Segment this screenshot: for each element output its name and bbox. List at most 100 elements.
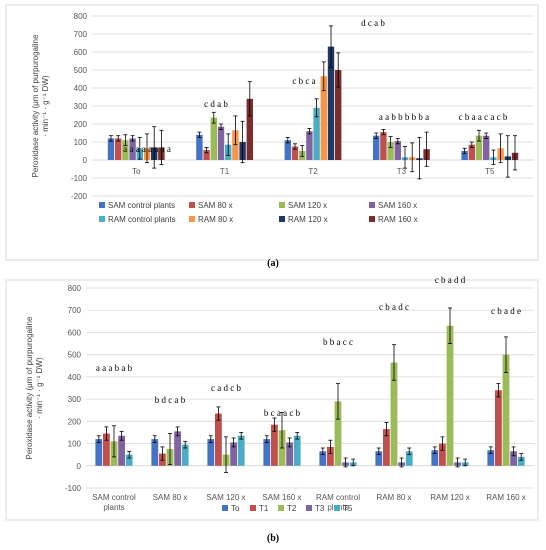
- bar: [375, 451, 383, 466]
- bar: [215, 413, 222, 466]
- bar: [383, 429, 390, 466]
- legend-label: T2: [287, 504, 297, 513]
- bar: [174, 431, 181, 466]
- bar: [103, 433, 110, 466]
- significance-letters: a a b b b b b a: [379, 112, 429, 122]
- significance-letters: b c a a c b: [264, 408, 301, 418]
- y-tick-label: 500: [68, 351, 82, 360]
- bar: [207, 439, 215, 466]
- bar: [232, 130, 239, 160]
- bar: [246, 98, 253, 160]
- y-tick-label: 0: [83, 156, 88, 165]
- legend-swatch: [279, 216, 285, 222]
- x-category-label: SAM control plants: [92, 493, 136, 512]
- significance-letters: d c a b: [361, 18, 385, 28]
- legend-swatch: [189, 216, 195, 222]
- legend-label: To: [231, 504, 240, 513]
- bar: [125, 454, 133, 466]
- chart-frame: [5, 279, 539, 521]
- legend-label: T1: [259, 504, 269, 513]
- x-category-label: T5: [485, 167, 495, 176]
- bar: [335, 70, 342, 160]
- y-tick-label: 200: [74, 120, 88, 129]
- legend-swatch: [306, 505, 312, 511]
- significance-letters: c b a d d: [435, 275, 466, 285]
- bar: [210, 117, 217, 160]
- x-category-label: RAM 160 x: [486, 493, 526, 502]
- x-category-label: RAM 120 x: [430, 493, 470, 502]
- y-tick-label: 200: [68, 417, 82, 426]
- bar: [517, 456, 525, 466]
- bar: [196, 134, 203, 160]
- peroxidase-chart-b: -100 0 100 200 300 400 500 600 700 800 Peroxidase …: [5, 275, 539, 544]
- y-tick-label: 300: [68, 395, 82, 404]
- significance-letters: c b a a c a c b: [459, 112, 508, 122]
- significance-letters: c d a b: [204, 99, 228, 109]
- significance-letters: c b c a: [292, 76, 315, 86]
- bar: [263, 439, 271, 466]
- significance-letters: c b a d c: [379, 302, 409, 312]
- bar: [495, 390, 502, 466]
- bar: [468, 144, 475, 160]
- y-tick-label: 800: [68, 284, 82, 293]
- bar: [237, 435, 245, 466]
- bar: [320, 76, 327, 160]
- panel-label: (a): [267, 258, 279, 269]
- legend-label: RAM 120 x: [288, 215, 328, 224]
- chart-frame: [5, 4, 539, 261]
- bar: [334, 401, 342, 466]
- significance-letters: b d c a b: [155, 395, 186, 405]
- bar: [431, 450, 439, 466]
- legend-swatch: [99, 216, 105, 222]
- significance-letters: c b a d e: [491, 306, 521, 316]
- legend-swatch: [369, 202, 375, 208]
- legend-label: SAM 80 x: [198, 201, 233, 210]
- bar: [390, 362, 398, 466]
- legend-swatch: [189, 202, 195, 208]
- y-tick-label: 400: [74, 84, 88, 93]
- y-tick-label: 0: [77, 462, 82, 471]
- bar: [107, 138, 115, 160]
- y-axis-title: Peroxidase activity (μm of purpurogaline: [25, 316, 34, 459]
- x-category-label: SAM 160 x: [262, 493, 301, 502]
- legend-swatch: [279, 202, 285, 208]
- y-tick-label: 700: [68, 306, 82, 315]
- bar: [327, 446, 334, 466]
- y-tick-label: 100: [74, 138, 88, 147]
- significance-letters: a a a b a b: [96, 363, 133, 373]
- y-tick-label: 400: [68, 373, 82, 382]
- legend-label: SAM control plants: [108, 201, 175, 210]
- x-category-label: To: [132, 167, 141, 176]
- y-tick-label: -100: [65, 484, 82, 493]
- bar: [502, 354, 510, 466]
- bar: [284, 140, 291, 160]
- y-axis-title: · min⁻¹ · g⁻¹ DW): [35, 357, 44, 419]
- bar: [373, 135, 380, 160]
- bar: [291, 146, 299, 160]
- significance-letters: b b a c c: [323, 337, 353, 347]
- bar: [217, 126, 225, 160]
- bar: [181, 444, 189, 466]
- bar: [475, 135, 483, 160]
- legend-swatch: [278, 505, 284, 511]
- x-category-label: T2: [308, 167, 318, 176]
- bar: [129, 138, 136, 160]
- legend-label: SAM 120 x: [288, 201, 327, 210]
- bar: [319, 451, 327, 466]
- significance-letters: a a a a a a a a: [123, 144, 171, 154]
- bar: [151, 439, 159, 466]
- peroxidase-chart-a: -200 -100 0 100 200 300 400 500 600 700 800 Peroxid…: [5, 4, 539, 269]
- legend-label: SAM 160 x: [378, 201, 417, 210]
- y-tick-label: 600: [74, 48, 88, 57]
- bar: [510, 451, 517, 466]
- legend-swatch: [369, 216, 375, 222]
- bar: [122, 140, 129, 160]
- y-axis-title: · min⁻¹ · g⁻¹ DW): [41, 75, 50, 137]
- bar: [439, 443, 446, 466]
- bar: [487, 450, 495, 466]
- y-tick-label: -200: [71, 192, 88, 201]
- bar: [446, 325, 454, 466]
- x-category-label: RAM 80 x: [376, 493, 411, 502]
- bar: [271, 424, 278, 466]
